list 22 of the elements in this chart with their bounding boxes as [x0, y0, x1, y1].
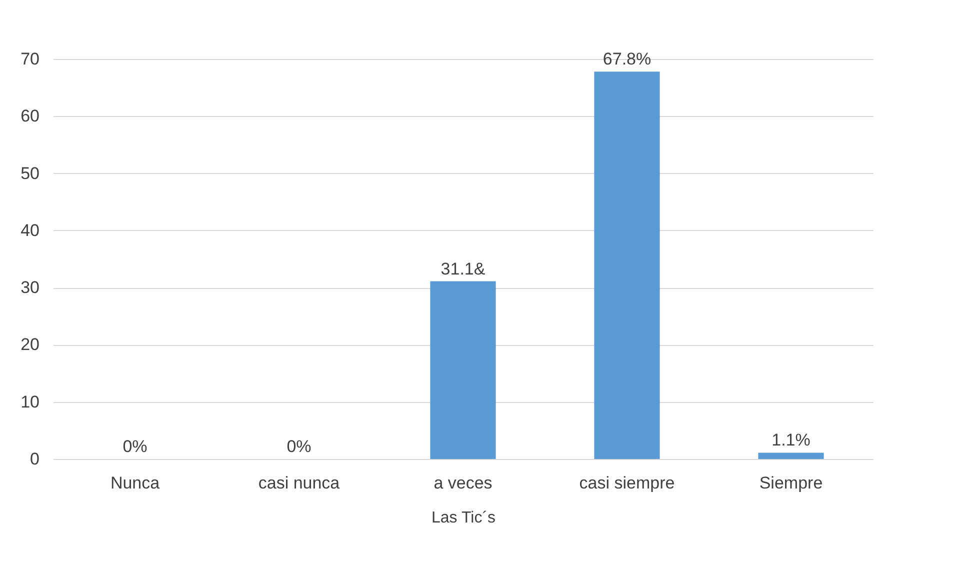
bar [430, 281, 496, 459]
x-tick-label: casi siempre [579, 474, 675, 492]
data-label: 67.8% [602, 50, 652, 69]
y-tick-label: 10 [20, 392, 40, 412]
x-tick-label: Nunca [110, 474, 160, 492]
x-tick-label: Siempre [759, 474, 823, 492]
x-axis-title: Las Tic´s [431, 510, 496, 526]
y-tick-label: 20 [20, 335, 40, 354]
data-label: 1.1% [772, 430, 810, 450]
bar [758, 452, 824, 459]
y-tick-label: 70 [20, 50, 40, 68]
y-tick-label: 60 [20, 106, 40, 126]
y-tick-label: 0 [30, 450, 40, 468]
x-tick-label: casi nunca [258, 474, 340, 492]
x-tick-label: a veces [434, 474, 492, 492]
y-tick-label: 50 [20, 164, 40, 183]
y-tick-label: 30 [20, 278, 40, 298]
data-label: 0% [122, 437, 148, 456]
data-label: 0% [286, 437, 312, 456]
y-tick-label: 40 [20, 220, 40, 240]
data-label: 31.1& [440, 259, 486, 278]
bar [594, 72, 660, 459]
